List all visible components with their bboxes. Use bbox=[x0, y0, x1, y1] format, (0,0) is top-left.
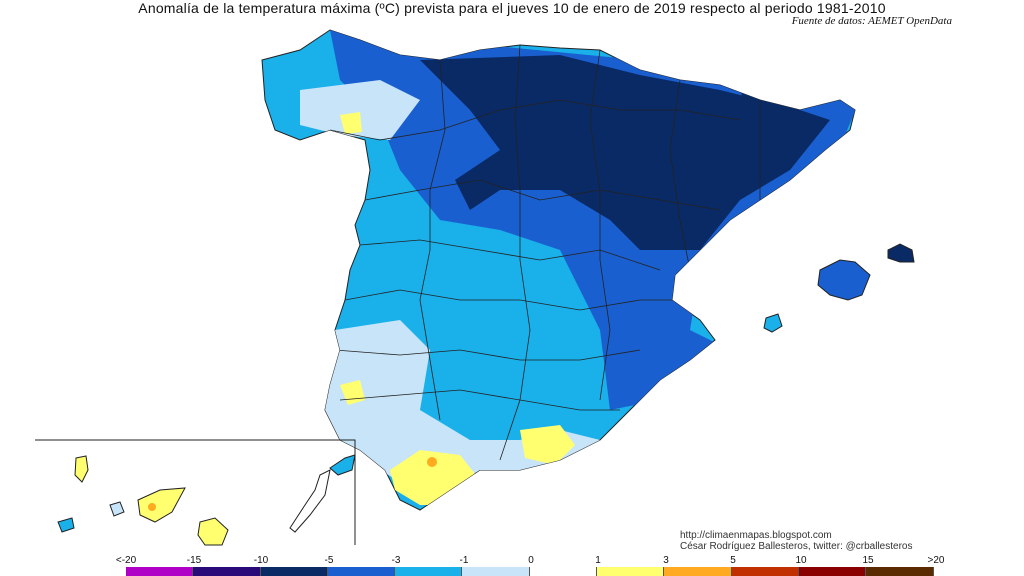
legend-label: 0 bbox=[528, 555, 534, 566]
canary-islands bbox=[57, 454, 356, 546]
legend-swatch bbox=[664, 567, 732, 576]
legend-label: 1 bbox=[595, 555, 601, 566]
legend-color-scale bbox=[126, 567, 934, 576]
legend-label: -3 bbox=[391, 555, 401, 566]
credit-url: http://climaenmapas.blogspot.com bbox=[680, 530, 832, 541]
map-title: Anomalía de la temperatura máxima (ºC) p… bbox=[138, 0, 886, 16]
legend-label: 10 bbox=[795, 555, 807, 566]
legend-swatch bbox=[126, 567, 194, 576]
legend-swatch bbox=[731, 567, 799, 576]
legend-label: -5 bbox=[324, 555, 334, 566]
canary-inset-frame bbox=[35, 439, 356, 545]
legend-label: <-20 bbox=[115, 555, 137, 566]
legend-label: 3 bbox=[663, 555, 669, 566]
legend-swatch bbox=[597, 567, 665, 576]
balearic-islands bbox=[763, 243, 915, 333]
legend-label: 15 bbox=[862, 555, 874, 566]
legend-labels: <-20 -15 -10 -5 -3 -1 0 1 3 5 10 15 >20 bbox=[0, 555, 1024, 567]
legend-label: -1 bbox=[459, 555, 469, 566]
credit-author: César Rodríguez Ballesteros, twitter: @c… bbox=[680, 541, 913, 552]
legend-swatch bbox=[798, 567, 867, 576]
legend-swatch bbox=[327, 567, 396, 576]
legend-swatch bbox=[395, 567, 463, 576]
spain-mainland bbox=[261, 29, 856, 511]
legend-label: -10 bbox=[253, 555, 269, 566]
hot-spot bbox=[427, 457, 437, 467]
data-source: Fuente de datos: AEMET OpenData bbox=[791, 15, 952, 27]
legend-swatch bbox=[193, 567, 261, 576]
legend-label: >20 bbox=[927, 555, 945, 566]
legend-label: 5 bbox=[730, 555, 736, 566]
legend-swatch bbox=[260, 567, 328, 576]
legend-swatch bbox=[462, 567, 530, 576]
legend-swatch bbox=[866, 567, 934, 576]
legend-label: -15 bbox=[186, 555, 202, 566]
legend-swatch bbox=[529, 567, 598, 576]
